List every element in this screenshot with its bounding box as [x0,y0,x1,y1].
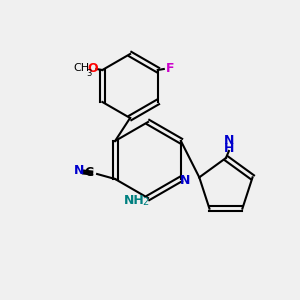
Text: O: O [87,61,98,74]
Text: N: N [180,175,190,188]
Text: N: N [74,164,84,178]
Text: N: N [224,134,234,146]
Text: C: C [85,167,94,179]
Text: NH: NH [124,194,144,206]
Text: 3: 3 [87,70,92,79]
Text: F: F [166,61,174,74]
Text: 2: 2 [142,197,148,207]
Text: H: H [224,142,234,154]
Text: CH: CH [73,63,89,73]
